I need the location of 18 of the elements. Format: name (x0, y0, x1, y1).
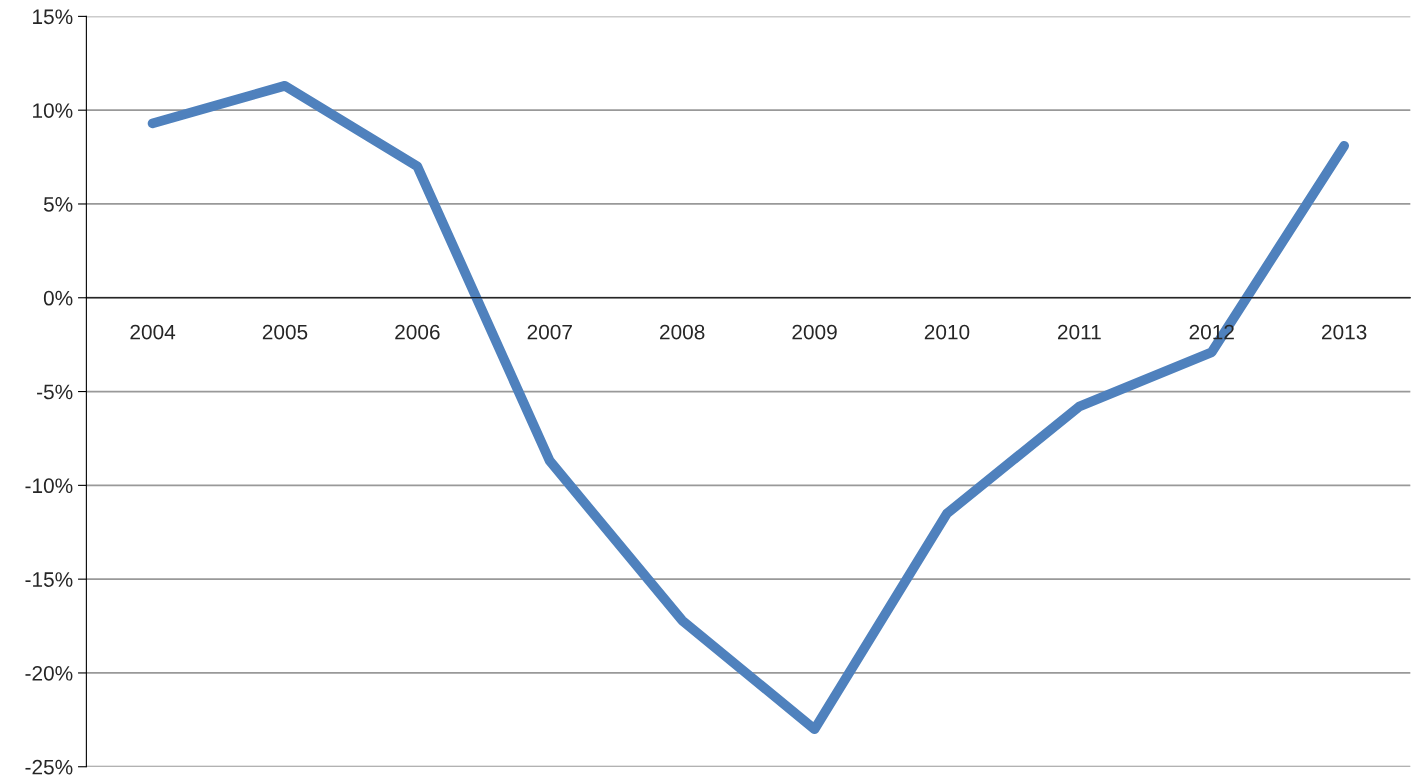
x-tick-label: 2010 (924, 324, 970, 340)
x-tick-label: 2008 (660, 324, 705, 340)
x-tick-label: 2013 (1322, 324, 1367, 340)
x-tick-label: 2006 (395, 324, 440, 340)
x-tick-label: 2009 (792, 324, 837, 340)
y-tick-label: -15% (25, 572, 73, 587)
y-tick-label: 5% (43, 197, 73, 212)
y-tick-label: -20% (25, 665, 73, 681)
y-tick-label: -5% (37, 384, 73, 400)
x-tick-label: 2005 (262, 324, 308, 340)
y-tick-label: -10% (25, 478, 73, 494)
x-tick-label: 2007 (527, 324, 572, 340)
y-tick-label: 10% (33, 103, 73, 118)
x-tick-label: 2011 (1057, 324, 1101, 340)
y-tick-label: 0% (43, 290, 73, 306)
y-tick-label: 15% (33, 9, 73, 25)
y-tick-label: -25% (25, 759, 73, 775)
x-tick-label: 2004 (130, 324, 176, 340)
